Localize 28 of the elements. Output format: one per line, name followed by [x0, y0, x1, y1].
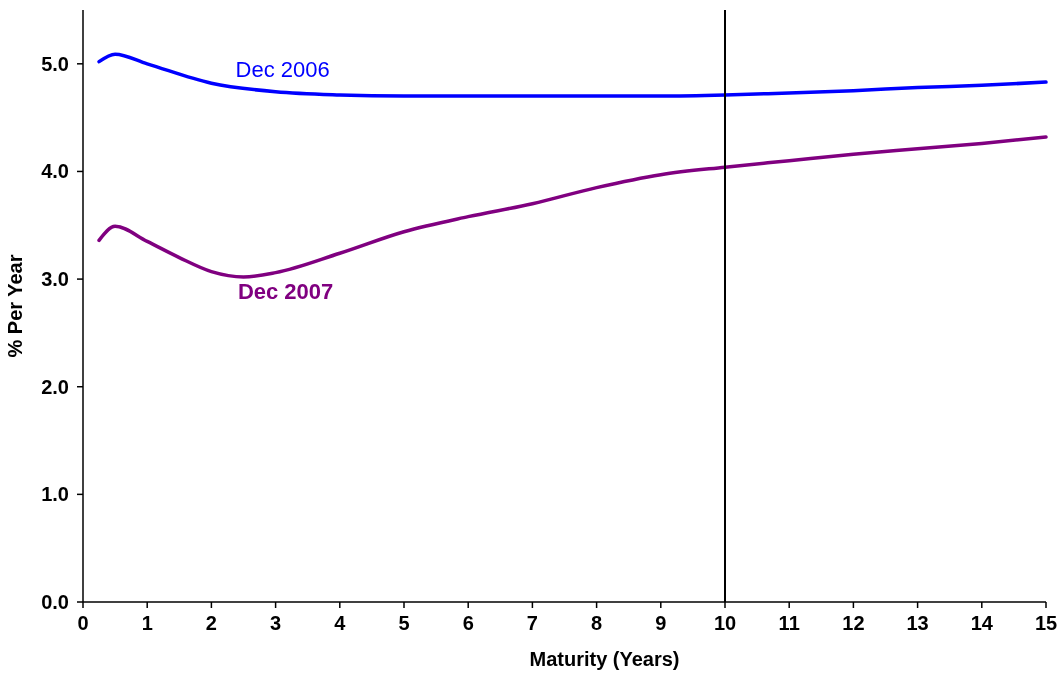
- x-tick-label: 7: [526, 612, 538, 634]
- x-tick-label: 9: [655, 612, 667, 634]
- x-tick-label: 8: [591, 612, 603, 634]
- x-tick-label: 2: [205, 612, 217, 634]
- x-tick-label: 15: [1034, 612, 1058, 634]
- x-tick-label: 12: [842, 612, 865, 634]
- series-label: Dec 2007: [237, 278, 334, 304]
- x-axis-title: Maturity (Years): [529, 648, 680, 670]
- x-tick-label: 14: [970, 612, 994, 634]
- y-tick-label: 0.0: [41, 591, 69, 613]
- line-series: [97, 52, 1048, 98]
- x-tick-label: 4: [334, 612, 347, 634]
- x-tick-label: 3: [270, 612, 282, 634]
- y-tick-label: 4.0: [41, 160, 69, 183]
- x-tick-label: 1: [141, 612, 153, 634]
- x-tick-label: 0: [77, 612, 89, 634]
- y-tick-label: 2.0: [41, 375, 69, 398]
- x-tick-label: 6: [462, 612, 474, 634]
- y-tick-label: 3.0: [41, 268, 69, 291]
- series-label: Dec 2006: [235, 57, 330, 83]
- line-series: [97, 135, 1048, 279]
- x-tick-label: 11: [778, 612, 800, 634]
- y-axis-title: % Per Year: [4, 254, 26, 358]
- x-tick-label: 10: [713, 612, 737, 634]
- x-tick-label: 5: [398, 612, 410, 634]
- y-tick-label: 5.0: [41, 52, 69, 75]
- x-tick-label: 13: [906, 612, 929, 634]
- y-tick-label: 1.0: [41, 483, 69, 506]
